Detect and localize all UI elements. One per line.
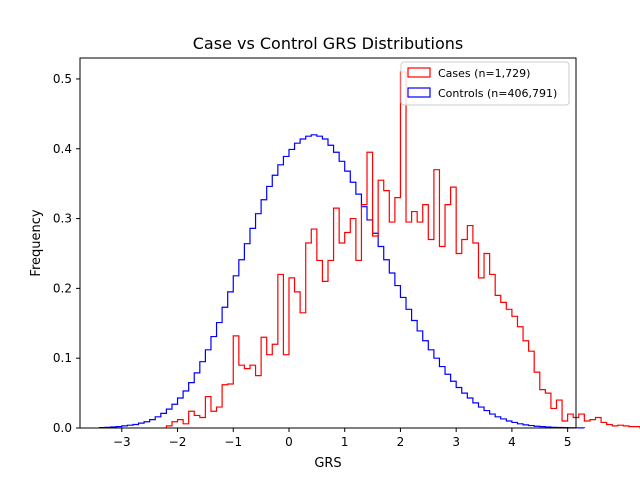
y-tick-label: 0.4 <box>53 142 72 156</box>
series-layer <box>98 71 640 429</box>
x-tick-label: 3 <box>452 435 460 449</box>
x-tick-label: 0 <box>285 435 293 449</box>
chart-title: Case vs Control GRS Distributions <box>193 34 464 53</box>
y-tick-label: 0.1 <box>53 351 72 365</box>
legend-label-cases: Cases (n=1,729) <box>438 67 530 80</box>
legend-box <box>400 61 570 106</box>
x-axis-label: GRS <box>314 456 341 471</box>
x-axis: −3 −2 −1 0 1 2 3 4 5 <box>113 428 572 449</box>
legend-swatch-controls <box>407 87 431 98</box>
x-tick-label: −2 <box>169 435 187 449</box>
plot-frame <box>79 57 577 429</box>
series-controls-step <box>98 134 585 429</box>
y-tick-label: 0.0 <box>53 421 72 435</box>
x-tick-label: 1 <box>341 435 349 449</box>
legend-label-controls: Controls (n=406,791) <box>438 87 557 100</box>
y-axis: 0.0 0.1 0.2 0.3 0.4 0.5 <box>53 72 80 435</box>
x-tick-label: 2 <box>397 435 405 449</box>
y-tick-label: 0.2 <box>53 281 72 295</box>
x-tick-label: 4 <box>508 435 516 449</box>
x-tick-label: −1 <box>224 435 242 449</box>
plot-background <box>80 58 576 428</box>
series-cases-step <box>165 71 640 429</box>
y-tick-label: 0.3 <box>53 212 72 226</box>
legend: Cases (n=1,729) Controls (n=406,791) <box>400 61 570 106</box>
x-tick-label: −3 <box>113 435 131 449</box>
x-tick-label: 5 <box>564 435 572 449</box>
y-tick-label: 0.5 <box>53 72 72 86</box>
plot-area <box>79 57 640 429</box>
legend-swatch-cases <box>407 67 431 78</box>
y-axis-label: Frequency <box>29 209 44 276</box>
